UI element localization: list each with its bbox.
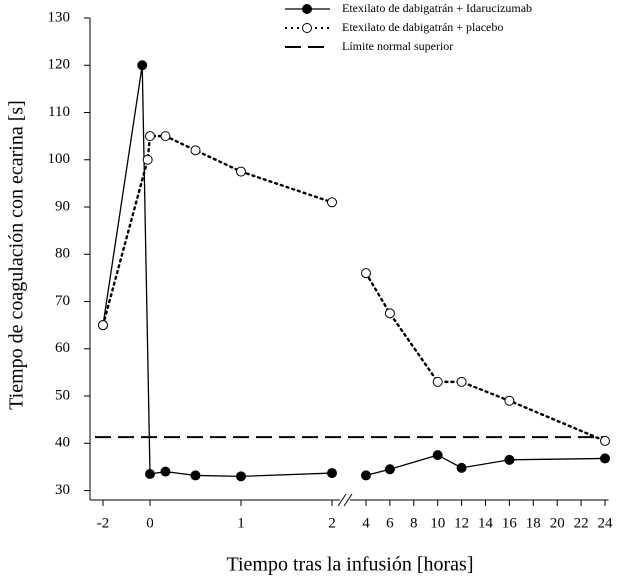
data-point [361, 268, 371, 279]
y-tick-label: 130 [48, 9, 71, 25]
x-tick-label: 6 [386, 515, 394, 531]
x-tick-label: 8 [410, 515, 418, 531]
x-tick-label: 20 [550, 515, 565, 531]
data-point [160, 131, 171, 142]
data-point [145, 469, 155, 480]
x-tick-label: 24 [598, 515, 614, 531]
legend-label: Etexilato de dabigatrán + placebo [342, 20, 503, 34]
data-point [456, 376, 467, 387]
y-axis-label: Tiempo de coagulación con ecarina [s] [6, 100, 28, 410]
data-point [190, 145, 201, 156]
y-tick-label: 90 [55, 198, 70, 214]
data-point [236, 166, 246, 177]
x-tick-label: 0 [146, 515, 154, 531]
data-point [327, 197, 337, 208]
y-tick-label: 70 [55, 293, 70, 309]
x-tick-label: -2 [97, 515, 110, 531]
data-point [190, 470, 201, 481]
legend-label: Límite normal superior [342, 39, 453, 53]
data-point [600, 453, 610, 464]
data-point [384, 308, 395, 319]
data-point [160, 466, 171, 477]
legend-label: Etexilato de dabigatrán + Idarucizumab [342, 1, 532, 15]
series-line [364, 271, 607, 443]
y-tick-label: 60 [55, 340, 70, 356]
data-point [137, 60, 148, 71]
x-tick-label: 10 [430, 515, 445, 531]
data-point [432, 376, 443, 387]
series-line [102, 65, 333, 478]
data-point [361, 470, 371, 481]
axis-break [343, 493, 353, 507]
y-tick-label: 100 [48, 151, 71, 167]
series-line [101, 134, 334, 327]
series-line [365, 454, 606, 477]
data-point [384, 464, 395, 475]
data-point [236, 471, 246, 482]
y-tick-label: 30 [55, 482, 70, 498]
data-point [98, 320, 108, 331]
data-point [456, 462, 467, 473]
legend-marker [302, 23, 312, 33]
x-tick-label: 16 [502, 515, 518, 531]
y-tick-label: 120 [48, 57, 71, 73]
y-tick-label: 50 [55, 387, 70, 403]
x-tick-label: 22 [574, 515, 589, 531]
y-tick-label: 110 [48, 104, 70, 120]
data-point [504, 395, 515, 406]
x-tick-label: 18 [526, 515, 541, 531]
data-point [327, 468, 337, 479]
axis-break [337, 493, 347, 507]
x-tick-label: 14 [478, 515, 494, 531]
x-axis-label: Tiempo tras la infusión [horas] [226, 554, 473, 576]
data-point [142, 154, 153, 165]
x-tick-label: 1 [237, 515, 245, 531]
data-point [432, 450, 443, 461]
y-tick-label: 80 [55, 246, 70, 262]
data-point [504, 454, 515, 465]
y-tick-label: 40 [55, 435, 70, 451]
x-tick-label: 12 [454, 515, 469, 531]
data-point [600, 435, 610, 446]
x-tick-label: 4 [362, 515, 370, 531]
x-tick-label: 2 [328, 515, 336, 531]
legend-marker [302, 4, 312, 14]
data-point [145, 131, 155, 142]
